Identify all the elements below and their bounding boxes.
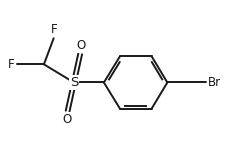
Text: O: O	[62, 113, 71, 126]
Text: Br: Br	[207, 76, 220, 89]
Text: O: O	[76, 39, 85, 52]
Text: F: F	[51, 23, 57, 36]
Text: F: F	[8, 58, 15, 71]
Text: S: S	[69, 76, 78, 89]
